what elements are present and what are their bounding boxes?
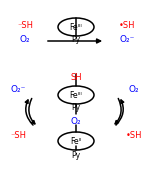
Text: Feᴵᴵ: Feᴵᴵ bbox=[70, 136, 82, 146]
Text: Py: Py bbox=[71, 104, 81, 112]
Text: Feᴵᴵᴵ: Feᴵᴵᴵ bbox=[70, 91, 82, 99]
Text: O₂: O₂ bbox=[71, 116, 81, 125]
Text: O₂: O₂ bbox=[129, 84, 139, 94]
Text: SH: SH bbox=[70, 74, 82, 83]
Text: Feᴵᴵᴵ: Feᴵᴵᴵ bbox=[70, 22, 82, 32]
Text: O₂⁻: O₂⁻ bbox=[119, 35, 135, 43]
Text: Py: Py bbox=[71, 152, 81, 160]
Text: ⁻SH: ⁻SH bbox=[10, 130, 26, 139]
Text: •SH: •SH bbox=[119, 22, 135, 30]
Text: •SH: •SH bbox=[126, 130, 142, 139]
Text: O₂⁻: O₂⁻ bbox=[10, 84, 26, 94]
Text: Py: Py bbox=[71, 36, 81, 44]
Text: O₂: O₂ bbox=[20, 35, 30, 43]
Text: ⁻SH: ⁻SH bbox=[17, 22, 33, 30]
